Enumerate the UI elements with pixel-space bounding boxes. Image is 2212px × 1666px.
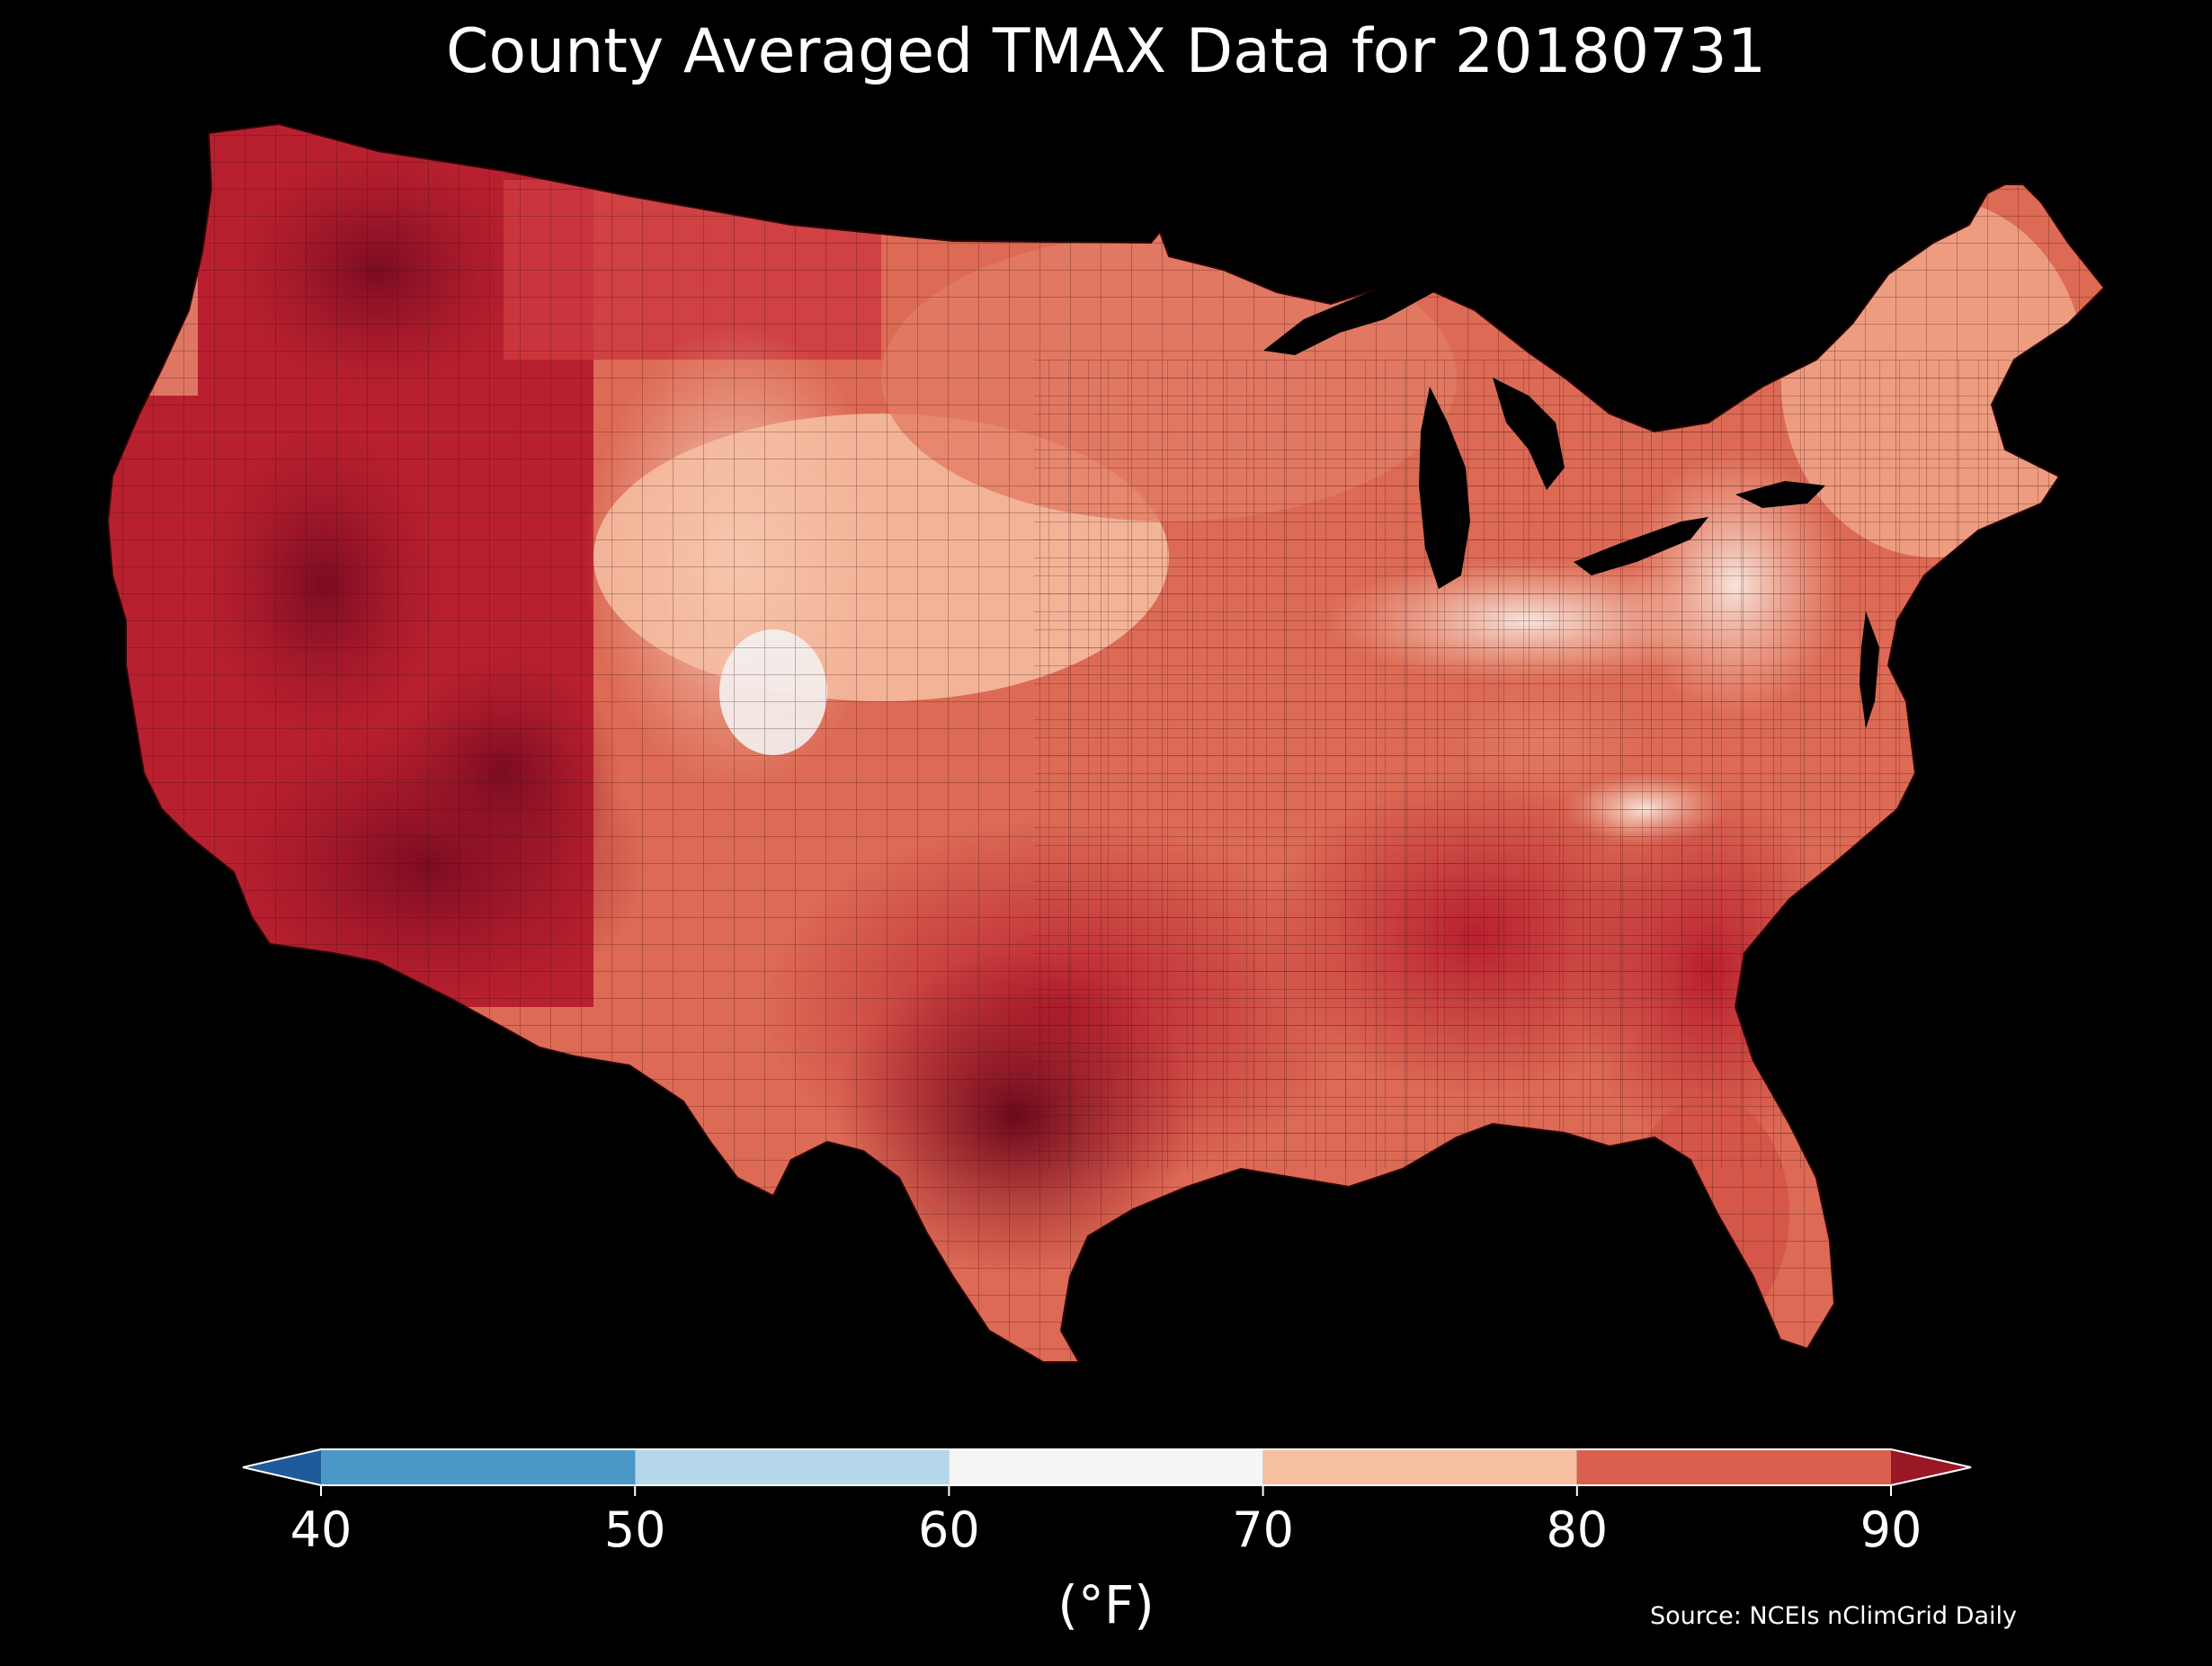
lake-huron [1493,378,1565,490]
lake-ontario [1735,481,1825,508]
colorbar-extend-low [243,1449,321,1485]
colorbar-tick-label: 80 [1546,1501,1608,1558]
lake-erie [1574,517,1708,575]
lake-michigan [1419,387,1470,589]
colorbar-tick-label: 40 [290,1501,352,1558]
colorbar-tick-label: 60 [918,1501,980,1558]
great-lakes [1263,279,1879,728]
colorbar-bin [635,1449,950,1485]
map-title: County Averaged TMAX Data for 20180731 [446,16,1766,87]
source-note: Source: NCEIs nClimGrid Daily [1650,1602,2017,1630]
colorbar-bin [321,1449,636,1485]
colorbar-bin [949,1449,1263,1485]
colorbar-bin [1576,1449,1891,1485]
colorbar-tick-label: 90 [1860,1501,1922,1558]
colorbar-bin [1262,1449,1577,1485]
chesapeake-bay [1860,611,1879,728]
lake-superior [1263,279,1439,355]
colorbar-tick-label: 50 [604,1501,666,1558]
colorbar-label: (°F) [1057,1574,1155,1635]
colorbar-tick-label: 70 [1232,1501,1294,1558]
colorbar-extend-high [1891,1449,1971,1485]
